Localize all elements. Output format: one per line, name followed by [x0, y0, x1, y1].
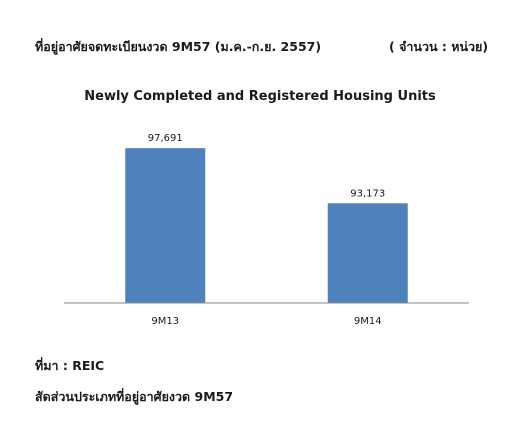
unit-note: ( จำนวน : หน่วย)	[389, 39, 489, 54]
data-label-9m14: 93,173	[350, 188, 385, 199]
x-tick-label-9m13: 9M13	[151, 316, 179, 327]
bar-9m13	[125, 148, 206, 303]
data-label-9m13: 97,691	[148, 133, 183, 144]
table-heading: ที่อยู่อาศัยจดทะเบียนงวด 9M57 (ม.ค.-ก.ย.…	[35, 39, 322, 54]
chart-title: Newly Completed and Registered Housing U…	[84, 89, 436, 104]
bar-9m14	[327, 203, 408, 303]
bars-group: 97,691 9M13 93,173 9M14	[125, 133, 408, 327]
x-tick-label-9m14: 9M14	[354, 316, 382, 327]
source-note: ที่มา : REIC	[35, 358, 105, 373]
caption-text: สัดส่วนประเภทที่อยู่อาศัยงวด 9M57	[35, 389, 234, 404]
